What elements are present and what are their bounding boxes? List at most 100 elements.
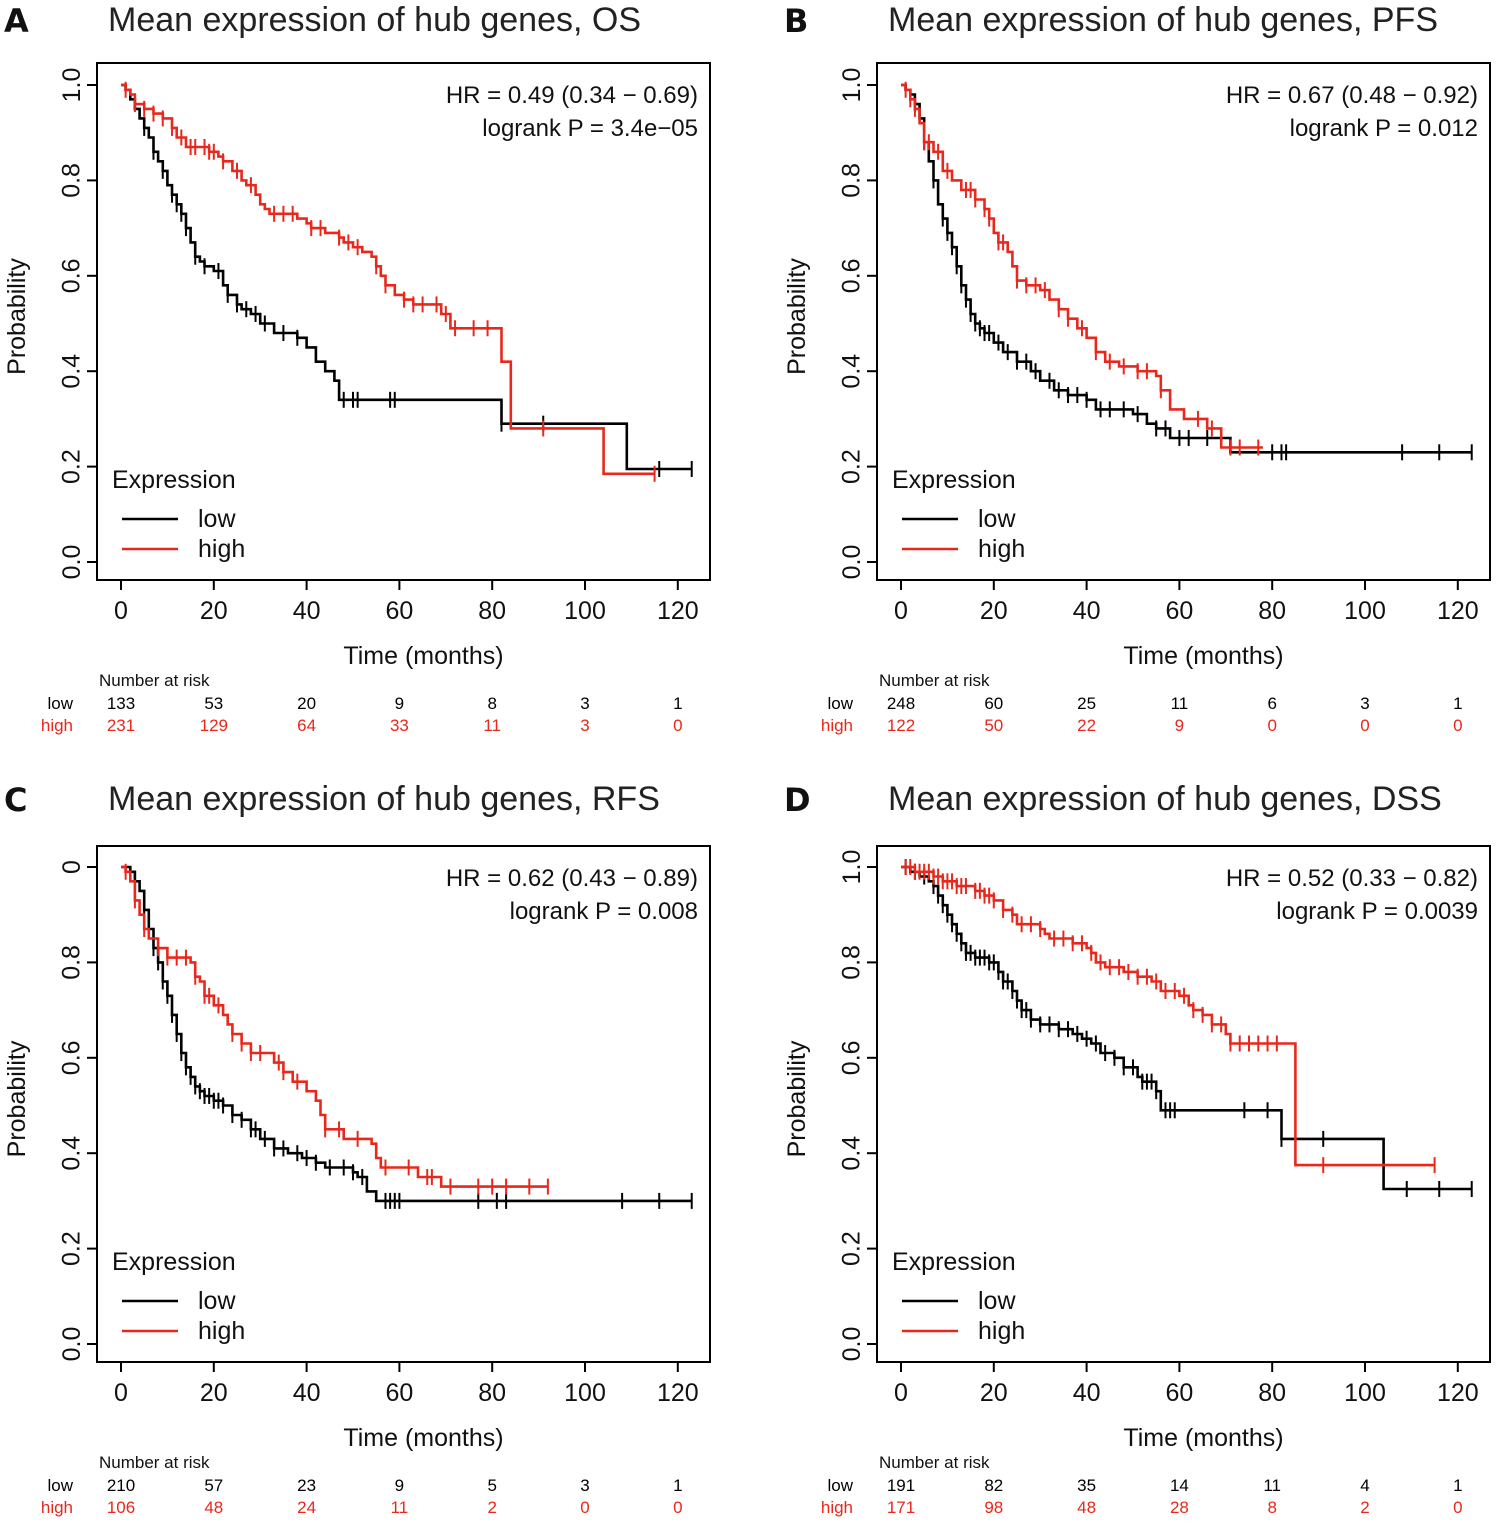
risk-count: 9	[395, 694, 404, 713]
x-tick-label: 80	[478, 597, 506, 625]
plot-frame	[96, 62, 711, 581]
logrank-p-text: logrank P = 3.4e−05	[482, 115, 698, 142]
risk-count: 171	[887, 1498, 915, 1517]
y-tick-label: 0.6	[58, 1040, 86, 1075]
risk-count: 9	[395, 1476, 404, 1495]
risk-count: 60	[984, 694, 1003, 713]
y-tick-label: 1.0	[58, 68, 86, 103]
risk-count: 1	[1453, 1476, 1462, 1495]
risk-count: 14	[1170, 1476, 1189, 1495]
x-tick-label: 100	[564, 1379, 606, 1407]
risk-table-header: Number at risk	[879, 671, 990, 690]
risk-count: 1	[1453, 694, 1462, 713]
x-tick-label: 0	[894, 1379, 908, 1407]
y-tick-label: 0.4	[838, 1136, 866, 1171]
hazard-ratio-text: HR = 0.67 (0.48 − 0.92)	[1226, 82, 1478, 109]
risk-count: 0	[580, 1498, 589, 1517]
risk-row-label: high	[821, 716, 853, 735]
x-tick-label: 40	[1073, 597, 1101, 625]
x-axis-label: Time (months)	[343, 642, 503, 670]
x-tick-label: 100	[1344, 597, 1386, 625]
risk-count: 0	[1267, 716, 1276, 735]
x-tick-label: 0	[114, 1379, 128, 1407]
x-tick-label: 120	[657, 597, 699, 625]
risk-count: 0	[1360, 716, 1369, 735]
risk-count: 64	[297, 716, 316, 735]
risk-count: 129	[200, 716, 228, 735]
survival-curve-high	[901, 83, 1263, 449]
risk-count: 24	[297, 1498, 316, 1517]
x-tick-label: 20	[980, 1379, 1008, 1407]
y-tick-label: 0.4	[58, 1136, 86, 1171]
chart-title: Mean expression of hub genes, RFS	[108, 780, 660, 818]
y-tick-label: 0.2	[58, 1231, 86, 1266]
risk-count: 122	[887, 716, 915, 735]
y-tick-label: 0.8	[58, 945, 86, 980]
risk-count: 48	[204, 1498, 223, 1517]
risk-count: 191	[887, 1476, 915, 1495]
survival-curve-low	[121, 83, 692, 471]
survival-curve-high	[121, 83, 655, 476]
x-tick-label: 20	[200, 1379, 228, 1407]
risk-count: 11	[1171, 694, 1189, 713]
y-tick-label: 0.0	[58, 545, 86, 580]
legend-label-high: high	[978, 535, 1025, 563]
x-tick-label: 120	[1437, 1379, 1479, 1407]
risk-row-label: high	[41, 1498, 73, 1517]
y-axis-label: Probability	[3, 258, 31, 375]
plot-frame	[96, 845, 711, 1363]
legend-title: Expression	[112, 466, 236, 494]
chart-title: Mean expression of hub genes, DSS	[888, 780, 1442, 818]
risk-row-label: high	[41, 716, 73, 735]
x-tick-label: 60	[385, 597, 413, 625]
y-tick-label: 0.8	[838, 163, 866, 198]
risk-count: 23	[297, 1476, 316, 1495]
panel-letter: A	[4, 2, 29, 40]
risk-row-label: high	[821, 1498, 853, 1517]
risk-count: 25	[1077, 694, 1096, 713]
risk-count: 210	[107, 1476, 135, 1495]
y-tick-label: 0.0	[58, 1327, 86, 1362]
risk-count: 133	[107, 694, 135, 713]
y-tick-label: 0.2	[838, 1231, 866, 1266]
survival-curve-high	[121, 865, 548, 1188]
logrank-p-text: logrank P = 0.0039	[1276, 898, 1478, 925]
x-tick-label: 60	[385, 1379, 413, 1407]
x-axis-label: Time (months)	[343, 1424, 503, 1452]
panel-letter: B	[784, 2, 808, 40]
legend-label-high: high	[198, 1317, 245, 1345]
risk-count: 1	[673, 1476, 682, 1495]
y-axis-label: Probability	[783, 1040, 811, 1157]
x-tick-label: 120	[1437, 597, 1479, 625]
risk-count: 8	[487, 694, 496, 713]
y-tick-label: 0.2	[58, 449, 86, 484]
risk-count: 3	[580, 1476, 589, 1495]
x-tick-label: 40	[293, 1379, 321, 1407]
legend-title: Expression	[112, 1248, 236, 1276]
risk-count: 3	[580, 716, 589, 735]
risk-count: 2	[487, 1498, 496, 1517]
y-tick-label: 0.2	[838, 449, 866, 484]
x-tick-label: 0	[894, 597, 908, 625]
y-tick-label: 0.6	[838, 258, 866, 293]
hazard-ratio-text: HR = 0.49 (0.34 − 0.69)	[446, 82, 698, 109]
y-tick-label: 0.8	[838, 945, 866, 980]
y-tick-label: 0.4	[58, 354, 86, 389]
risk-count: 8	[1267, 1498, 1276, 1517]
x-tick-label: 120	[657, 1379, 699, 1407]
y-tick-label: 0.8	[58, 163, 86, 198]
survival-curve-high	[901, 865, 1435, 1167]
km-panel-b: B Mean expression of hub genes, PFS 0 20 40 6…	[783, 1, 1491, 735]
risk-count: 4	[1360, 1476, 1369, 1495]
legend-label-low: low	[978, 1287, 1016, 1315]
hazard-ratio-text: HR = 0.52 (0.33 − 0.82)	[1226, 865, 1478, 892]
x-tick-label: 80	[1258, 1379, 1286, 1407]
x-tick-label: 80	[478, 1379, 506, 1407]
risk-count: 35	[1077, 1476, 1096, 1495]
x-tick-label: 100	[1344, 1379, 1386, 1407]
risk-count: 11	[391, 1498, 409, 1517]
y-axis-label: Probability	[3, 1040, 31, 1157]
